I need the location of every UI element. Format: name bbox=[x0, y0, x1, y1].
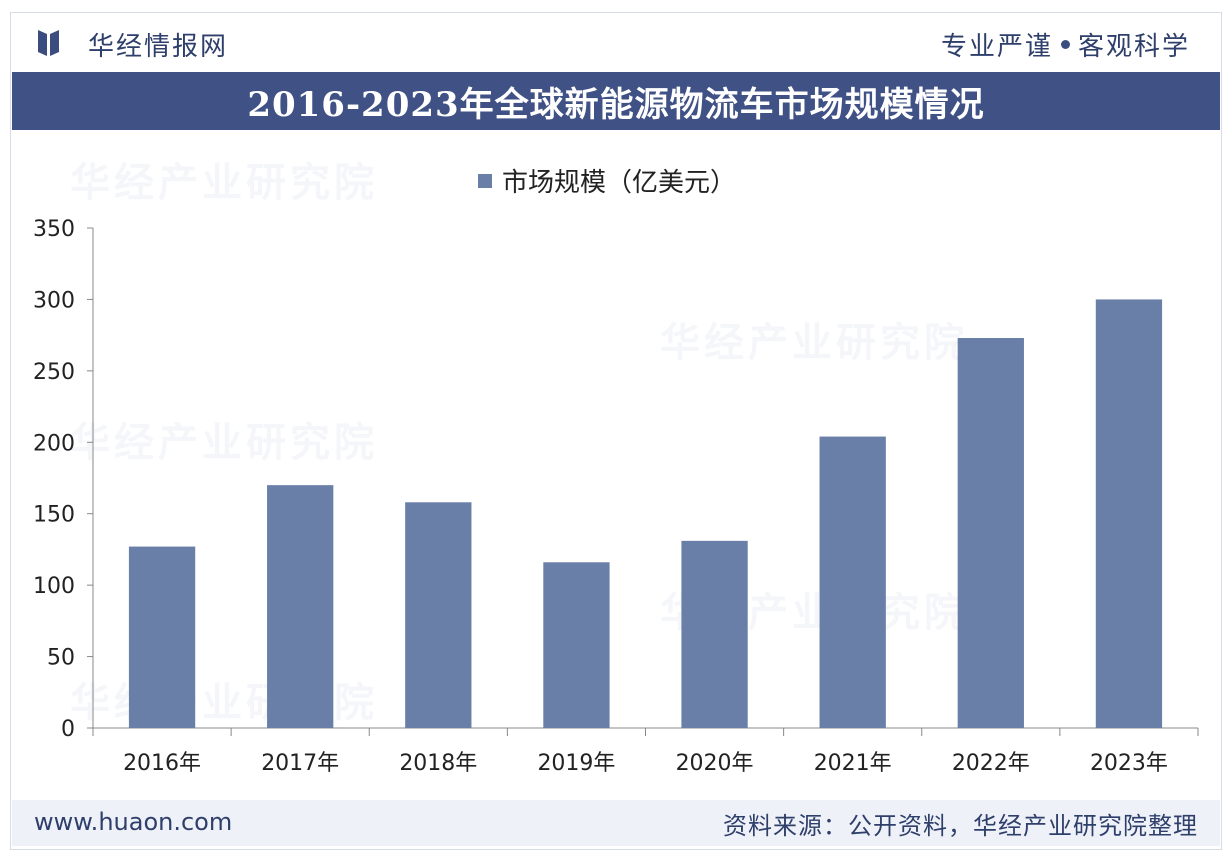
brand-name: 华经情报网 bbox=[88, 32, 229, 62]
x-tick-label: 2021年 bbox=[814, 751, 892, 776]
bar bbox=[128, 546, 196, 728]
header-bar: 华经情报网 专业严谨 客观科学 bbox=[12, 14, 1220, 70]
x-tick-label: 2020年 bbox=[676, 751, 754, 776]
x-tick-label: 2022年 bbox=[952, 751, 1030, 776]
y-tick-label: 50 bbox=[47, 646, 75, 671]
source-note: 资料来源：公开资料，华经产业研究院整理 bbox=[723, 812, 1198, 840]
y-tick-label: 300 bbox=[33, 288, 75, 313]
slogan-left: 专业严谨 bbox=[940, 32, 1053, 62]
y-tick-label: 100 bbox=[33, 574, 75, 599]
x-tick-label: 2016年 bbox=[123, 751, 201, 776]
x-tick-label: 2019年 bbox=[537, 751, 615, 776]
slogan: 专业严谨 客观科学 bbox=[941, 26, 1190, 63]
y-tick-label: 250 bbox=[33, 360, 75, 385]
y-tick-label: 150 bbox=[33, 503, 75, 528]
brand-logo-icon bbox=[38, 30, 59, 56]
bar bbox=[819, 436, 886, 728]
bar bbox=[405, 502, 472, 728]
legend: 市场规模（亿美元） bbox=[478, 162, 736, 199]
legend-label: 市场规模（亿美元） bbox=[502, 168, 737, 198]
x-tick-label: 2023年 bbox=[1090, 751, 1168, 776]
y-tick-label: 350 bbox=[33, 217, 75, 242]
y-tick-label: 200 bbox=[33, 431, 75, 456]
bar bbox=[267, 485, 334, 728]
footer-bar: www.huaon.com 资料来源：公开资料，华经产业研究院整理 bbox=[12, 800, 1220, 846]
bar bbox=[957, 338, 1024, 728]
footer-url: www.huaon.com bbox=[34, 808, 233, 836]
chart-title: 2016-2023年全球新能源物流车市场规模情况 bbox=[247, 84, 985, 125]
y-tick-label: 0 bbox=[61, 717, 75, 742]
slogan-right: 客观科学 bbox=[1077, 32, 1190, 62]
title-band: 2016-2023年全球新能源物流车市场规模情况 bbox=[12, 72, 1220, 130]
bar bbox=[1095, 299, 1163, 728]
x-tick-label: 2017年 bbox=[261, 751, 339, 776]
legend-swatch bbox=[478, 173, 492, 188]
bullet-icon bbox=[1060, 40, 1070, 49]
bar bbox=[543, 562, 610, 728]
bar bbox=[681, 540, 748, 728]
x-tick-label: 2018年 bbox=[399, 751, 477, 776]
